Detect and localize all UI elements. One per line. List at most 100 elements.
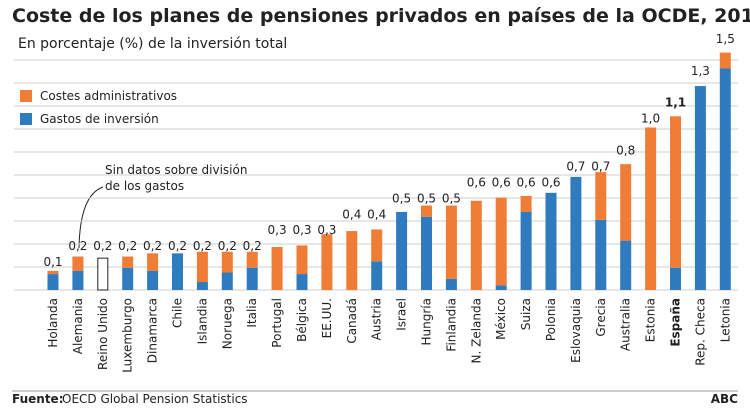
bar-segment (196, 251, 208, 283)
x-tick-label: EE.UU. (320, 298, 334, 338)
bar-segment (545, 192, 557, 290)
bar-segment (296, 274, 308, 290)
x-tick-label: Suiza (519, 298, 533, 330)
credit: ABC (711, 392, 738, 406)
bar-segment (296, 245, 308, 275)
legend-label: Costes administrativos (40, 89, 177, 103)
total-label: 0,8 (616, 144, 635, 158)
total-label: 1,0 (641, 112, 660, 126)
bar-segment (445, 205, 457, 279)
bar-segment (47, 274, 59, 290)
x-tick-label: Eslovaquia (569, 298, 583, 363)
chart-subtitle: En porcentaje (%) de la inversión total (18, 36, 287, 52)
bar-no-split (97, 257, 109, 291)
total-label: 0,4 (367, 207, 386, 221)
x-tick-label: Bélgica (295, 298, 309, 342)
bar-segment (620, 164, 632, 241)
total-label: 0,2 (118, 239, 137, 253)
x-tick-label: Italia (245, 298, 259, 328)
total-label: 0,5 (442, 191, 461, 205)
annotation: Sin datos sobre división (105, 163, 247, 177)
bar-segment (321, 234, 333, 290)
bar-segment (645, 127, 657, 290)
bar-segment (595, 172, 607, 220)
total-label: 0,2 (168, 239, 187, 253)
x-tick-label: Holanda (46, 298, 60, 348)
x-tick-label: Dinamarca (146, 298, 160, 363)
bar-segment (520, 211, 532, 290)
x-tick-label: Australia (619, 298, 633, 351)
bar-segment (421, 205, 432, 217)
x-tick-label: Austria (370, 298, 384, 340)
x-tick-label: Israel (395, 298, 409, 331)
total-label: 0,3 (292, 223, 311, 237)
total-label: 0,6 (517, 175, 536, 189)
legend-label: Gastos de inversión (40, 112, 159, 126)
x-tick-label: Portugal (270, 298, 284, 348)
bar-segment (670, 116, 681, 268)
x-tick-label: Islandia (195, 298, 209, 344)
x-tick-label: Luxemburgo (121, 298, 135, 373)
source: OECD Global Pension Statistics (62, 392, 248, 406)
x-tick-label: Noruega (220, 298, 234, 349)
total-label: 1,5 (716, 32, 735, 46)
bar-segment (246, 267, 258, 290)
total-label: 0,2 (243, 239, 262, 253)
total-label: 0,2 (143, 239, 162, 253)
legend-swatch (20, 113, 32, 125)
x-tick-label: Reino Unido (96, 298, 110, 370)
bar-segment (495, 285, 507, 290)
bar-segment (72, 270, 84, 290)
bar-segment (670, 267, 681, 290)
bar-segment (346, 231, 358, 290)
total-label: 0,2 (193, 239, 212, 253)
x-tick-label: Alemania (71, 298, 85, 354)
total-label: 0,7 (566, 159, 585, 173)
total-label: 0,3 (317, 223, 336, 237)
bar-segment (495, 197, 507, 286)
bar-segment (371, 229, 383, 262)
total-label: 0,5 (417, 191, 436, 205)
bar-segment (396, 211, 408, 290)
x-tick-label: Hungría (420, 298, 434, 345)
x-tick-label: N. Zelanda (469, 298, 483, 363)
bar-segment (147, 270, 159, 290)
x-tick-label: Canadá (345, 298, 359, 344)
bar-segment (47, 270, 59, 275)
total-label: 0,5 (392, 191, 411, 205)
source-label: Fuente: (12, 392, 64, 406)
bar-segment (595, 219, 607, 290)
total-label: 0,6 (541, 175, 560, 189)
annotation-arrow (78, 186, 104, 249)
x-tick-label: México (494, 298, 508, 340)
x-tick-label: Polonia (544, 298, 558, 341)
total-label: 0,1 (43, 255, 62, 269)
total-label: 0,6 (492, 175, 511, 189)
bar-segment (520, 195, 532, 212)
x-tick-label: Letonia (718, 298, 732, 342)
bar-segment (122, 267, 134, 290)
bar-segment (72, 256, 84, 271)
total-label: 0,2 (68, 239, 87, 253)
total-label: 0,2 (93, 239, 112, 253)
total-label: 1,3 (691, 64, 710, 78)
bar-segment (147, 253, 159, 271)
bar-segment (694, 86, 706, 290)
x-tick-label: Estonia (644, 298, 658, 342)
total-label: 0,2 (218, 239, 237, 253)
bar-segment (570, 176, 582, 290)
x-tick-label: Finlandia (444, 298, 458, 352)
bar-segment (122, 256, 134, 268)
bar-segment (271, 246, 283, 290)
total-label: 0,6 (467, 175, 486, 189)
bar-segment (620, 240, 632, 290)
total-label: 0,4 (342, 207, 361, 221)
bar-segment (172, 253, 183, 290)
legend-swatch (20, 90, 32, 102)
bar-segment (196, 282, 208, 290)
bar-segment (421, 216, 432, 290)
x-tick-label: Chile (171, 298, 185, 328)
bar-segment (719, 52, 731, 69)
total-label: 0,3 (268, 223, 287, 237)
